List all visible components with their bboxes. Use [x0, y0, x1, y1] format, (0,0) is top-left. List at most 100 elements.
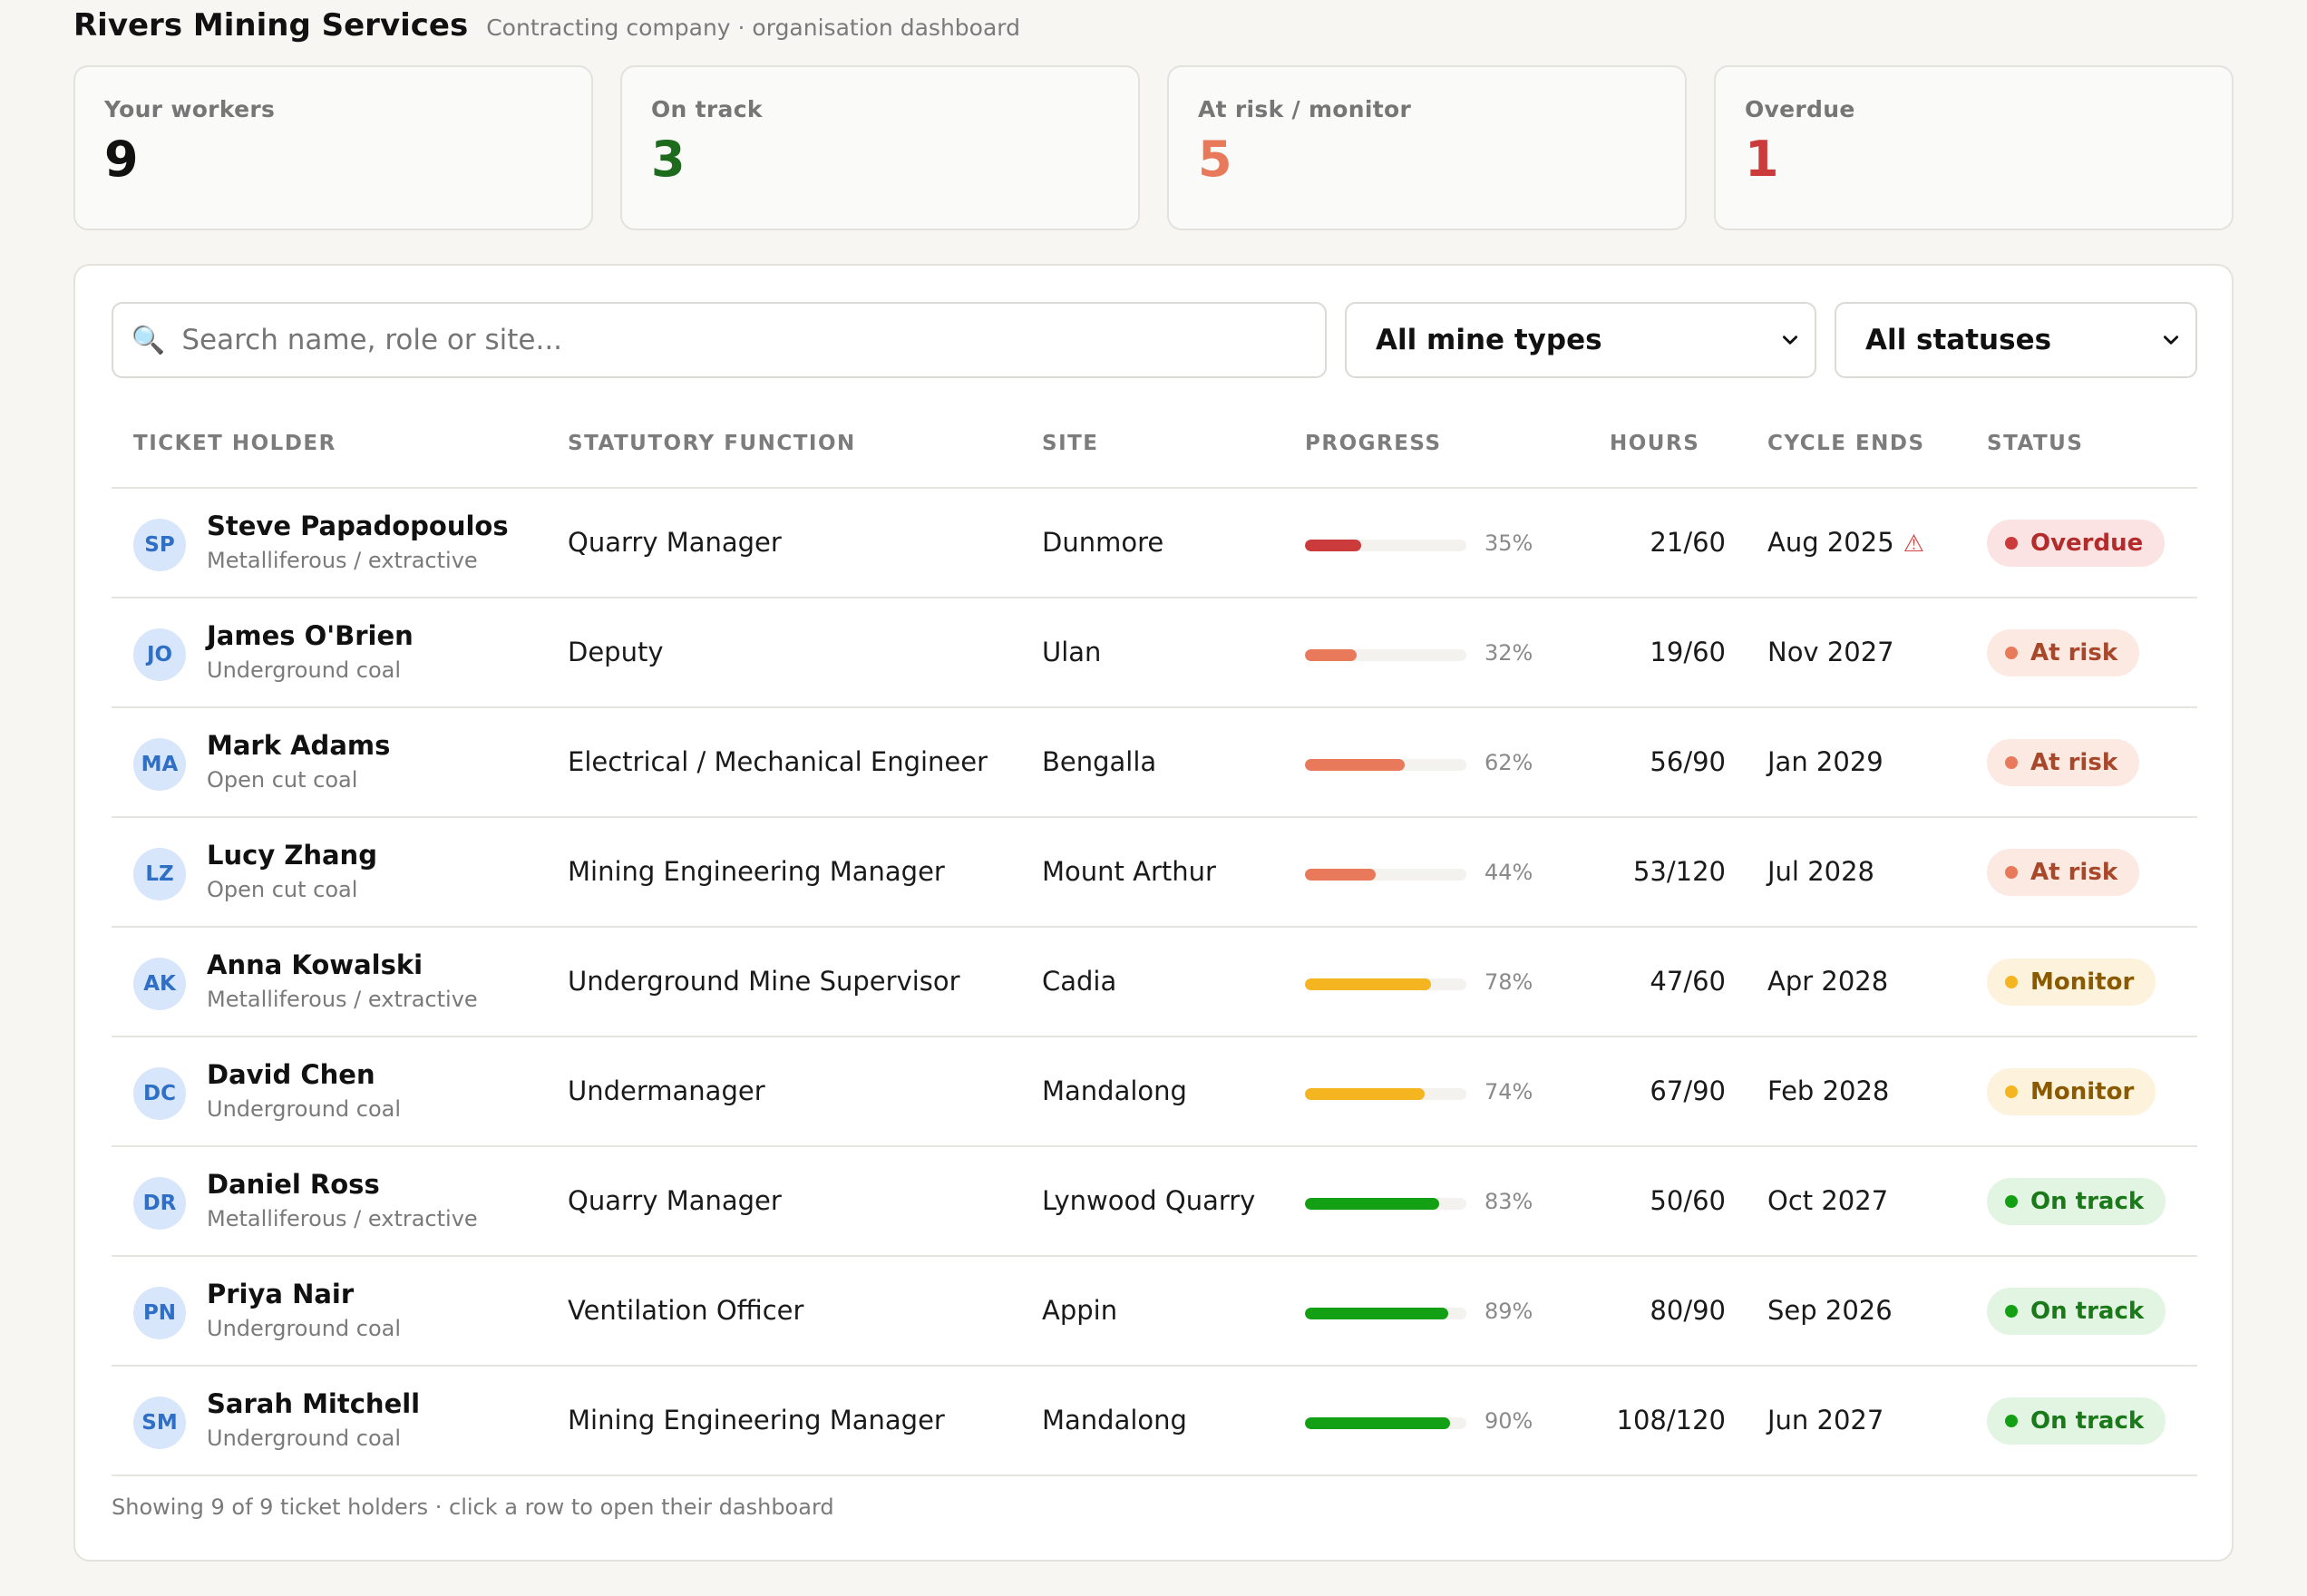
hours: 50/60	[1650, 1185, 1726, 1216]
column-header-status[interactable]: STATUS	[1987, 432, 2084, 455]
cycle-ends-date: Nov 2027	[1767, 637, 1894, 667]
holder-name: James O'Brien	[207, 620, 414, 651]
holder-name: Lucy Zhang	[207, 840, 377, 871]
hours: 21/60	[1650, 527, 1726, 558]
site: Ulan	[1042, 637, 1102, 667]
hours: 56/90	[1650, 746, 1726, 777]
statutory-function: Mining Engineering Manager	[568, 856, 945, 887]
progress-bar	[1305, 540, 1466, 551]
avatar: DR	[133, 1177, 186, 1230]
cycle-ends: Nov 2027	[1767, 637, 1903, 667]
status-label: At risk	[2030, 749, 2118, 776]
ticket-holders-table: TICKET HOLDER STATUTORY FUNCTION SITE PR…	[112, 393, 2197, 1476]
progress-bar	[1305, 1308, 1466, 1319]
status-dot	[2005, 866, 2018, 879]
cycle-ends-date: Jan 2029	[1767, 746, 1884, 777]
progress-fill	[1305, 540, 1362, 551]
status-dot	[2005, 537, 2018, 550]
progress-percent: 74%	[1484, 1079, 1533, 1105]
table-row[interactable]: DC David Chen Underground coal Undermanager…	[112, 1037, 2197, 1147]
table-row[interactable]: MA Mark Adams Open cut coal Electrical / Me…	[112, 708, 2197, 818]
status-select[interactable]: All statuses	[1835, 302, 2197, 378]
progress-percent: 90%	[1484, 1408, 1533, 1434]
site: Lynwood Quarry	[1042, 1185, 1256, 1216]
avatar: PN	[133, 1287, 186, 1339]
avatar: SM	[133, 1396, 186, 1449]
table-row[interactable]: DR Daniel Ross Metalliferous / extractive Q…	[112, 1147, 2197, 1257]
hours: 47/60	[1650, 966, 1726, 997]
statutory-function: Quarry Manager	[568, 527, 782, 558]
cycle-ends: Jun 2027	[1767, 1405, 1893, 1435]
search-box[interactable]: 🔎	[112, 302, 1327, 378]
progress-fill	[1305, 1417, 1451, 1429]
status-label: Overdue	[2030, 530, 2144, 557]
progress-fill	[1305, 759, 1406, 771]
table-row[interactable]: SM Sarah Mitchell Underground coal Mining E…	[112, 1367, 2197, 1476]
status-dot	[2005, 1195, 2018, 1208]
hours: 108/120	[1616, 1405, 1726, 1435]
table-row[interactable]: PN Priya Nair Underground coal Ventilation …	[112, 1257, 2197, 1367]
status-label: On track	[2030, 1407, 2145, 1435]
status-dot	[2005, 976, 2018, 988]
column-header-holder[interactable]: TICKET HOLDER	[133, 432, 336, 455]
progress-percent: 32%	[1484, 640, 1533, 666]
mine-type: Underground coal	[207, 1426, 402, 1451]
progress-bar	[1305, 759, 1466, 771]
status-badge: Monitor	[1987, 1068, 2156, 1115]
column-header-site[interactable]: SITE	[1042, 432, 1099, 455]
progress-percent: 44%	[1484, 860, 1533, 885]
magnifier-icon: 🔎	[131, 324, 166, 356]
site: Bengalla	[1042, 746, 1157, 777]
column-header-function[interactable]: STATUTORY FUNCTION	[568, 432, 856, 455]
cycle-ends: Sep 2026	[1767, 1295, 1902, 1326]
site: Appin	[1042, 1295, 1118, 1326]
table-footer: Showing 9 of 9 ticket holders · click a …	[112, 1494, 834, 1520]
table-row[interactable]: JO James O'Brien Underground coal Deputy Ula…	[112, 598, 2197, 708]
mine-type-select[interactable]: All mine types	[1345, 302, 1816, 378]
page-subtitle: Contracting company · organisation dashb…	[486, 15, 1020, 41]
cycle-ends-date: Jun 2027	[1767, 1405, 1884, 1435]
avatar: DC	[133, 1067, 186, 1120]
cycle-ends-date: Sep 2026	[1767, 1295, 1893, 1326]
column-header-progress[interactable]: PROGRESS	[1305, 432, 1442, 455]
column-header-hours[interactable]: HOURS	[1610, 432, 1700, 455]
site: Cadia	[1042, 966, 1117, 997]
column-header-cycle[interactable]: CYCLE ENDS	[1767, 432, 1925, 455]
cycle-ends: Jul 2028	[1767, 856, 1884, 887]
mine-type-select-value: All mine types	[1376, 324, 1602, 356]
cycle-ends-date: Apr 2028	[1767, 966, 1889, 997]
holder-name: Steve Papadopoulos	[207, 511, 509, 541]
search-input[interactable]	[181, 324, 1270, 356]
table-row[interactable]: AK Anna Kowalski Metalliferous / extractiv…	[112, 928, 2197, 1037]
status-dot	[2005, 756, 2018, 769]
hours: 80/90	[1650, 1295, 1726, 1326]
hours: 67/90	[1650, 1075, 1726, 1106]
progress-fill	[1305, 1088, 1425, 1100]
statutory-function: Underground Mine Supervisor	[568, 966, 960, 997]
cycle-ends: Apr 2028	[1767, 966, 1897, 997]
progress-percent: 35%	[1484, 530, 1533, 556]
stat-label: On track	[651, 96, 763, 122]
mine-type: Underground coal	[207, 1316, 402, 1341]
progress-fill	[1305, 1308, 1449, 1319]
mine-type: Metalliferous / extractive	[207, 1206, 478, 1231]
chevron-down-icon	[1782, 336, 1798, 345]
status-label: At risk	[2030, 859, 2118, 886]
holder-name: Mark Adams	[207, 730, 391, 761]
progress-fill	[1305, 978, 1431, 990]
statutory-function: Ventilation Officer	[568, 1295, 804, 1326]
stat-card-at-risk: At risk / monitor 5	[1167, 65, 1687, 230]
warning-icon: ⚠	[1903, 530, 1924, 558]
site: Mount Arthur	[1042, 856, 1216, 887]
ticket-holders-panel: 🔎 All mine types All statuses TICKET HOL…	[73, 264, 2234, 1562]
hours: 19/60	[1650, 637, 1726, 667]
page-header: Rivers Mining Services Contracting compa…	[73, 7, 1020, 49]
status-label: On track	[2030, 1188, 2145, 1215]
progress-bar	[1305, 869, 1466, 881]
table-row[interactable]: SP Steve Papadopoulos Metalliferous / extr…	[112, 489, 2197, 598]
table-body: SP Steve Papadopoulos Metalliferous / extr…	[112, 489, 2197, 1476]
cycle-ends-date: Jul 2028	[1767, 856, 1875, 887]
cycle-ends: Jan 2029	[1767, 746, 1893, 777]
holder-name: Priya Nair	[207, 1279, 355, 1309]
table-row[interactable]: LZ Lucy Zhang Open cut coal Mining Engineer…	[112, 818, 2197, 928]
